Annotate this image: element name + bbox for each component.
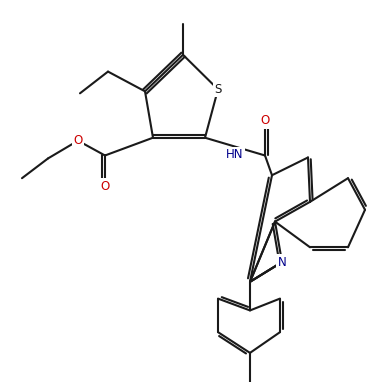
Text: HN: HN	[226, 149, 244, 162]
Text: O: O	[100, 180, 110, 193]
Text: O: O	[260, 114, 269, 127]
Text: O: O	[74, 134, 83, 147]
Text: S: S	[214, 83, 222, 96]
Text: N: N	[278, 256, 287, 268]
